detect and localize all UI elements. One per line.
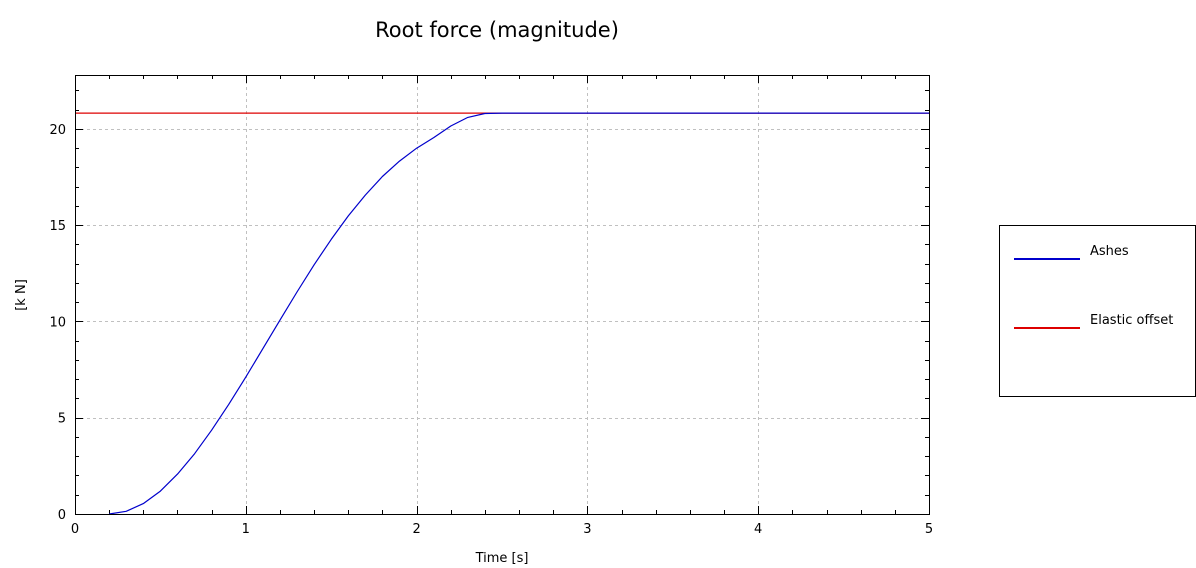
series-line-ashes — [109, 112, 929, 515]
x-tick-label: 5 — [925, 522, 933, 537]
chart-title: Root force (magnitude) — [375, 18, 619, 42]
y-tick-label: 0 — [58, 508, 66, 523]
legend-label-ashes: Ashes — [1090, 244, 1129, 259]
x-tick-label: 0 — [71, 522, 79, 537]
y-tick-label: 10 — [49, 315, 66, 330]
x-tick-label: 2 — [412, 522, 420, 537]
x-tick-label: 1 — [242, 522, 250, 537]
series-layer — [75, 112, 929, 515]
tick-labels: 0 1 2 3 4 5 0 5 10 15 20 — [49, 123, 933, 537]
legend-label-elastic-offset: Elastic offset — [1090, 313, 1173, 328]
y-axis-label: [k N] — [14, 279, 29, 311]
x-tick-label: 3 — [583, 522, 591, 537]
y-tick-label: 20 — [49, 123, 66, 138]
tick-marks — [75, 75, 930, 515]
legend: Ashes Elastic offset — [999, 225, 1196, 397]
legend-box — [999, 225, 1196, 397]
y-tick-label: 5 — [58, 412, 66, 427]
x-axis-label: Time [s] — [475, 551, 529, 566]
grid — [75, 75, 929, 514]
x-tick-label: 4 — [754, 522, 762, 537]
plot-frame — [75, 75, 930, 515]
y-tick-label: 15 — [49, 219, 66, 234]
